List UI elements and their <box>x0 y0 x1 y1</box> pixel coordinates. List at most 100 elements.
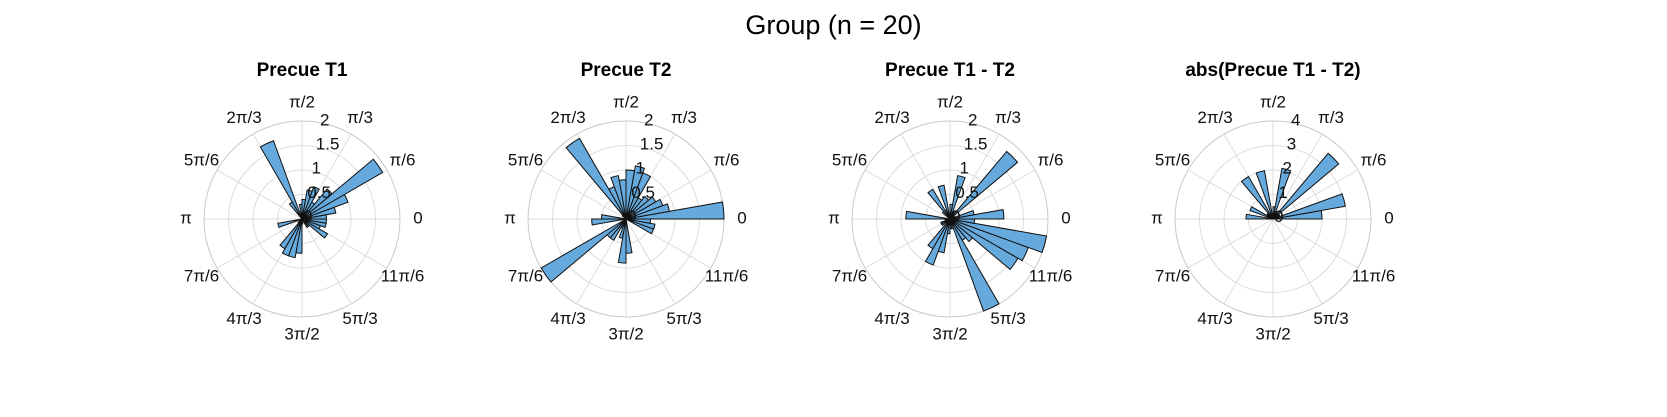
theta-tick-label: π <box>180 208 192 227</box>
histogram-bar <box>301 218 329 239</box>
theta-tick-label: π/6 <box>390 150 416 169</box>
r-tick-label: 0.5 <box>631 183 655 202</box>
histogram-bar <box>259 140 303 220</box>
histogram-bar <box>1272 152 1340 220</box>
theta-tick-label: 5π/3 <box>1313 309 1348 328</box>
theta-tick-label: π/2 <box>289 92 315 111</box>
grid-spoke <box>1223 218 1274 305</box>
theta-tick-label: 7π/6 <box>184 266 219 285</box>
histogram-bar <box>540 218 627 283</box>
theta-tick-label: π/3 <box>671 108 697 127</box>
theta-tick-label: π <box>828 208 840 227</box>
histogram-bar <box>1272 206 1276 220</box>
grid-spoke <box>216 169 303 220</box>
r-tick-label: 3 <box>1287 135 1296 154</box>
histogram-bar <box>609 218 627 241</box>
r-tick-label: 1.5 <box>964 135 988 154</box>
r-tick-label: 2 <box>320 111 329 130</box>
histogram-bar <box>949 218 1048 254</box>
r-tick-label: 0 <box>951 207 960 226</box>
r-tick-label: 0 <box>303 207 312 226</box>
theta-tick-label: 5π/3 <box>666 309 701 328</box>
panel-title: abs(Precue T1 - T2) <box>1185 60 1361 81</box>
theta-tick-label: π/3 <box>347 108 373 127</box>
theta-tick-label: 0 <box>413 208 422 227</box>
histogram-bar <box>625 218 656 230</box>
theta-tick-label: 11π/6 <box>1352 266 1396 285</box>
figure-title: Group (n = 20) <box>745 10 922 40</box>
polar-histogram-abs-difference: 0 1 2 3 4 0 π/6 π/3 π/2 2π/3 5π/6 π 7π/6 4π/3 3π/2 5π/3… <box>1151 92 1396 343</box>
theta-tick-label: 4π/3 <box>1197 309 1232 328</box>
r-tick-label: 0.5 <box>307 183 331 202</box>
histogram-bar <box>949 218 1000 312</box>
histogram-bar <box>301 189 313 220</box>
histogram-bar <box>946 218 951 235</box>
theta-tick-label: 0 <box>737 208 746 227</box>
theta-tick-label: π <box>504 208 516 227</box>
histogram-bar <box>1249 206 1274 220</box>
histogram-bar <box>949 209 975 220</box>
histogram-bar <box>1272 167 1292 220</box>
histogram-bar <box>1245 213 1274 220</box>
theta-tick-label: 0 <box>1384 208 1393 227</box>
histogram-bar <box>949 218 976 224</box>
histogram-bar <box>949 174 966 220</box>
r-tick-label: 2 <box>968 111 977 130</box>
grid-spoke <box>540 169 627 220</box>
r-tick-label: 1.5 <box>316 135 340 154</box>
theta-tick-label: 5π/3 <box>990 309 1025 328</box>
r-tick-label: 2 <box>644 111 653 130</box>
r-tick-label: 4 <box>1291 111 1300 130</box>
histogram-bar <box>625 195 650 220</box>
theta-tick-label: π/3 <box>995 108 1021 127</box>
histogram-bar <box>1255 170 1274 220</box>
theta-tick-label: 2π/3 <box>550 108 585 127</box>
histogram-bar <box>625 218 633 254</box>
theta-tick-label: 4π/3 <box>550 309 585 328</box>
polar-panel-precue-t2: Precue T2 0 0.5 1 1.5 2 0 π/6 π/3 π/2 2π/3 5π/6 π 7π… <box>461 58 791 378</box>
grid-spoke <box>864 169 951 220</box>
histogram-bar <box>617 218 627 264</box>
r-tick-label: 1.5 <box>640 135 664 154</box>
polar-panel-precue-t1: Precue T1 0 0.5 1 1.5 2 0 π/6 π/3 π/2 2π/3 5π/6 π 7π… <box>137 58 467 378</box>
theta-tick-label: 4π/3 <box>874 309 909 328</box>
grid-spoke <box>216 218 303 269</box>
theta-tick-label: 3π/2 <box>932 324 967 343</box>
theta-tick-label: 11π/6 <box>381 266 425 285</box>
histogram-bar <box>625 165 646 220</box>
histogram-bar <box>301 198 306 220</box>
polar-histogram-precue-t1: 0 0.5 1 1.5 2 0 π/6 π/3 π/2 2π/3 5π/6 π 7π/6 4π/3 3π/2… <box>180 92 425 343</box>
panel-title: Precue T2 <box>580 60 672 81</box>
theta-tick-label: 11π/6 <box>1029 266 1073 285</box>
histogram-bar <box>301 188 333 220</box>
polar-panel-precue-difference: Precue T1 - T2 0 0.5 1 1.5 2 0 π/6 π/3 π/2 2π/3 5π… <box>785 58 1115 378</box>
histogram-bar <box>625 196 657 220</box>
polar-panel-abs-difference: abs(Precue T1 - T2) 0 1 2 3 4 0 π/6 π/3 π/2 2π/3 5… <box>1108 58 1438 378</box>
r-tick-label: 0 <box>1274 207 1283 226</box>
histogram-bar <box>298 203 303 220</box>
r-tick-label: 1 <box>960 159 969 178</box>
theta-tick-label: π/6 <box>714 150 740 169</box>
theta-tick-label: 2π/3 <box>1197 108 1232 127</box>
theta-tick-label: π <box>1151 208 1163 227</box>
theta-tick-label: 5π/6 <box>508 150 543 169</box>
theta-tick-label: 11π/6 <box>705 266 749 285</box>
grid-spoke <box>625 218 676 305</box>
panel-title: Precue T1 - T2 <box>885 60 1015 81</box>
histogram-bar <box>565 137 627 220</box>
polar-histogram-precue-difference: 0 0.5 1 1.5 2 0 π/6 π/3 π/2 2π/3 5π/6 π 7π/6 4π/3 3π/2… <box>828 92 1073 343</box>
grid-spoke <box>949 169 1036 220</box>
theta-tick-label: π/3 <box>1318 108 1344 127</box>
theta-tick-label: 7π/6 <box>832 266 867 285</box>
histogram-bar <box>924 218 951 266</box>
r-tick-label: 2 <box>1283 159 1292 178</box>
histogram-bar <box>927 188 951 220</box>
theta-tick-label: π/6 <box>1038 150 1064 169</box>
polar-histogram-precue-t2: 0 0.5 1 1.5 2 0 π/6 π/3 π/2 2π/3 5π/6 π 7π/6 4π/3 3π/2… <box>504 92 749 343</box>
histogram-bar <box>625 169 636 220</box>
histogram-bar <box>277 218 303 229</box>
theta-tick-label: 4π/3 <box>226 309 261 328</box>
theta-tick-label: 5π/3 <box>342 309 377 328</box>
theta-tick-label: 5π/6 <box>1155 150 1190 169</box>
grid-spoke <box>949 133 1000 220</box>
